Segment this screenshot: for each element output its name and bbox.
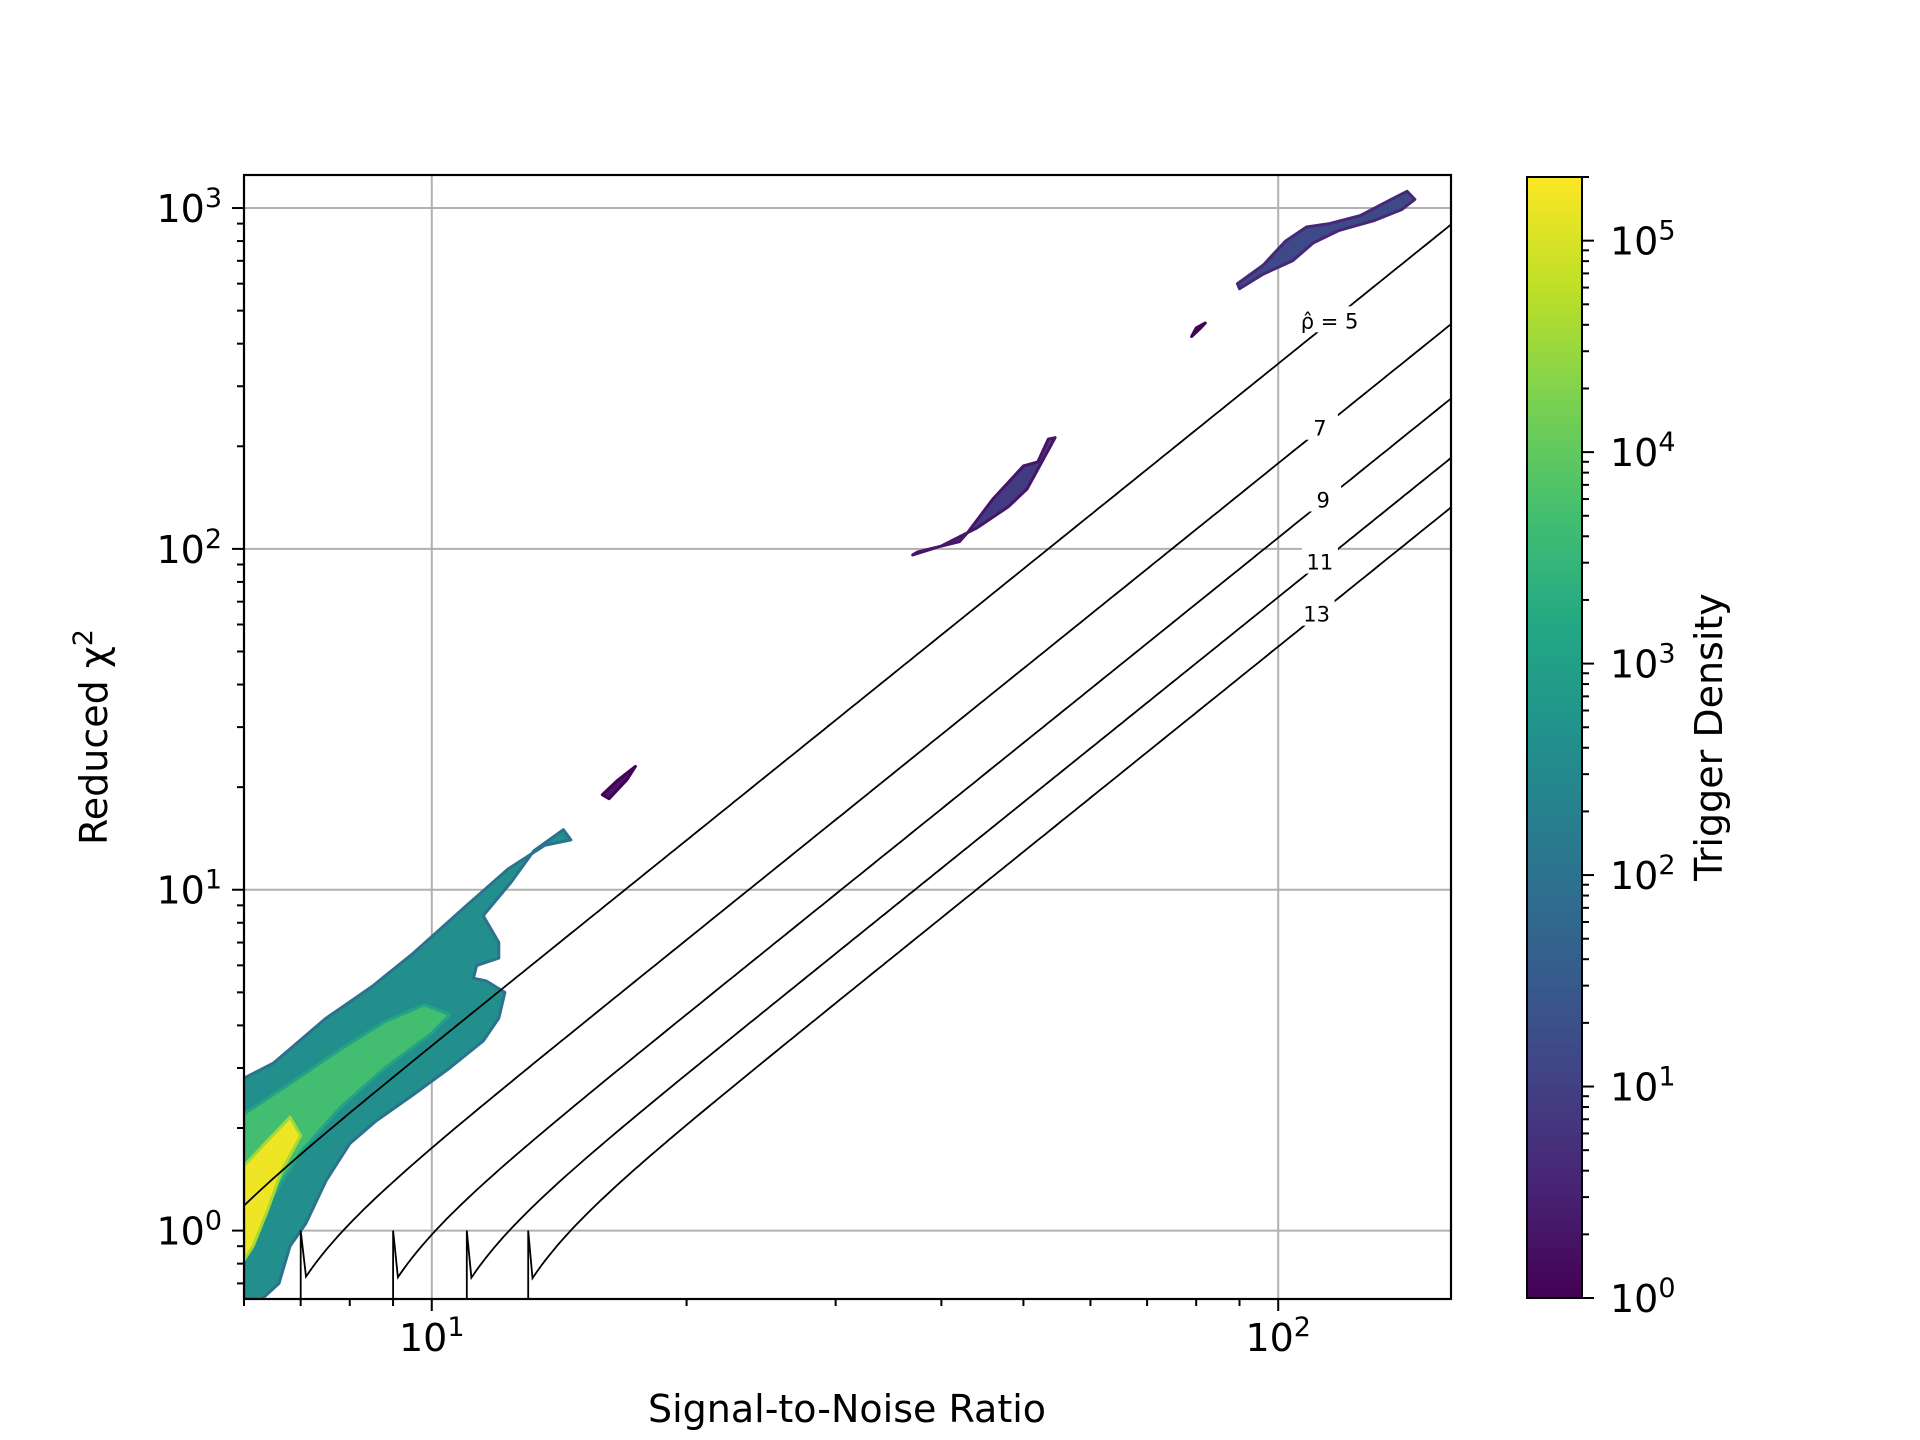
y-axis-ticks: 100 101 102 103 (156, 183, 244, 1285)
colorbar-tick-label: 100 (1610, 1273, 1676, 1321)
colorbar-tick-label: 101 (1610, 1062, 1676, 1110)
y-tick-label: 101 (156, 865, 222, 913)
density-region-outlier-16-22 (600, 764, 637, 801)
x-tick-label: 101 (399, 1312, 465, 1360)
y-axis-title: Reduced χ2 (68, 629, 116, 845)
colorbar: 100 101 102 103 104 105 Trigger Density (1526, 176, 1731, 1321)
density-region-core-ridge (244, 1003, 452, 1233)
contour-label-rho-13: 13 (1303, 603, 1330, 627)
colorbar-tick-label: 102 (1610, 850, 1676, 898)
density-region-bright-core (244, 1115, 303, 1262)
contour-label-bg (1291, 306, 1368, 333)
plot-frame (242, 173, 1453, 1301)
colorbar-title: Trigger Density (1687, 593, 1731, 882)
contour-line-rho-9 (392, 397, 1451, 1299)
colorbar-tick-label: 104 (1610, 427, 1676, 475)
contour-label-bg (1298, 599, 1335, 626)
contour-labels: ρ̂ = 5 7 9 11 13 (1291, 306, 1368, 627)
density-region-cluster-80-440 (1190, 321, 1207, 338)
y-tick-label: 102 (156, 524, 222, 572)
contour-label-rho-5: ρ̂ = 5 (1301, 309, 1359, 333)
contour-label-rho-7: 7 (1313, 417, 1326, 441)
colorbar-ticks: 100 101 102 103 104 105 (1582, 176, 1676, 1321)
contour-line-rho-11 (465, 456, 1451, 1299)
colorbar-tick-label: 103 (1610, 639, 1676, 687)
contour-label-bg (1301, 413, 1338, 440)
contour-label-bg (1301, 547, 1338, 574)
contour-line-rho-7 (299, 322, 1451, 1299)
contour-label-rho-9: 9 (1316, 489, 1329, 513)
colorbar-gradient (1527, 177, 1582, 1298)
y-tick-label: 100 (156, 1206, 222, 1254)
x-axis-ticks: 101 102 (243, 1299, 1311, 1360)
colorbar-frame (1526, 176, 1583, 1299)
plot-area: ρ̂ = 5 7 9 11 13 101 102 100 101 102 103 (156, 173, 1453, 1360)
density-region-cluster-40-100 (911, 436, 1057, 557)
density-region-main-band (244, 828, 573, 1299)
density-layer (244, 189, 1417, 1299)
grid-lines (244, 175, 1451, 1299)
x-tick-label: 102 (1245, 1312, 1311, 1360)
plot-background (244, 175, 1451, 1299)
colorbar-tick-label: 105 (1610, 216, 1676, 264)
x-axis-title: Signal-to-Noise Ratio (648, 1387, 1046, 1431)
contour-label-bg (1305, 485, 1342, 512)
density-region-cluster-90-1100 (1235, 189, 1417, 291)
y-tick-label: 103 (156, 183, 222, 231)
contour-line-rho-5 (244, 223, 1451, 1207)
contour-label-rho-11: 11 (1307, 551, 1334, 575)
